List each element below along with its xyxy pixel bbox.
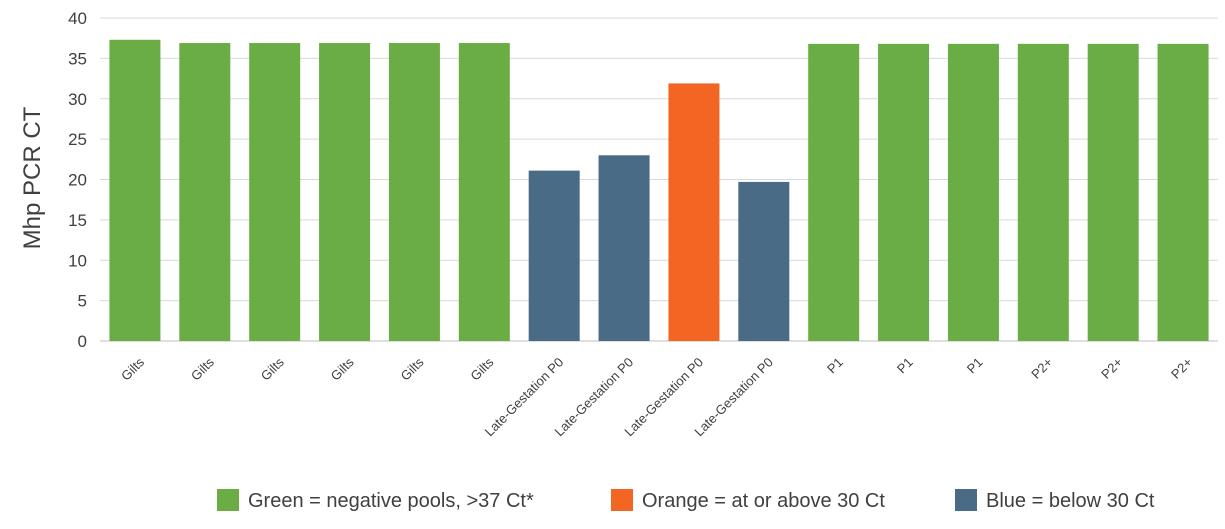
legend-label: Orange = at or above 30 Ct xyxy=(642,490,885,512)
bar xyxy=(109,39,161,342)
x-tick-label: P1 xyxy=(964,355,986,377)
x-tick-label: P1 xyxy=(894,355,916,377)
y-axis-ticks: 0 5 10 15 20 25 30 35 40 xyxy=(68,9,87,351)
y-tick-label: 40 xyxy=(68,9,87,28)
y-tick-label: 35 xyxy=(68,49,87,68)
bar xyxy=(319,43,371,341)
y-tick-label: 30 xyxy=(68,90,87,109)
x-tick-label: Gilts xyxy=(258,354,287,383)
y-axis-label: Mhp PCR CT xyxy=(19,106,46,249)
legend-swatch xyxy=(611,489,633,511)
x-tick-label: P2+ xyxy=(1098,355,1125,382)
x-tick-label: Gilts xyxy=(328,354,357,383)
y-tick-label: 15 xyxy=(68,211,87,230)
bar xyxy=(249,43,301,341)
bars xyxy=(109,39,1209,342)
x-tick-label: Gilts xyxy=(118,354,147,383)
x-tick-label: P2+ xyxy=(1168,355,1195,382)
bar xyxy=(878,43,930,342)
x-tick-label: Gilts xyxy=(188,354,217,383)
legend-label: Green = negative pools, >37 Ct* xyxy=(248,490,534,512)
y-tick-label: 20 xyxy=(68,171,87,190)
bar xyxy=(179,43,231,341)
x-axis-labels: Gilts Gilts Gilts Gilts Gilts GiltsLate-Gesta… xyxy=(118,354,1195,439)
y-tick-label: 0 xyxy=(78,332,87,351)
bar xyxy=(528,170,580,341)
bar xyxy=(598,155,650,341)
legend-swatch xyxy=(955,489,977,511)
x-tick-label: Gilts xyxy=(467,354,496,383)
legend-item-orange: Orange = at or above 30 Ct xyxy=(611,489,885,512)
legend-label: Blue = below 30 Ct xyxy=(986,490,1155,512)
legend-swatch xyxy=(217,489,239,511)
bar xyxy=(668,83,720,341)
x-tick-label: P2+ xyxy=(1028,355,1055,382)
y-tick-label: 25 xyxy=(68,130,87,149)
bar xyxy=(738,181,790,341)
y-tick-label: 5 xyxy=(78,292,87,311)
bar xyxy=(947,43,999,342)
legend-item-blue: Blue = below 30 Ct xyxy=(955,489,1155,512)
bar xyxy=(388,43,440,341)
legend-item-green: Green = negative pools, >37 Ct* xyxy=(217,489,534,512)
bar xyxy=(1087,43,1139,342)
y-tick-label: 10 xyxy=(68,251,87,270)
x-tick-label: P1 xyxy=(824,355,846,377)
legend: Green = negative pools, >37 Ct* Orange = … xyxy=(217,489,1155,512)
x-tick-label: Gilts xyxy=(398,354,427,383)
bar xyxy=(1017,43,1069,342)
bar xyxy=(1157,43,1209,342)
bar xyxy=(808,43,860,342)
bar xyxy=(458,43,510,341)
